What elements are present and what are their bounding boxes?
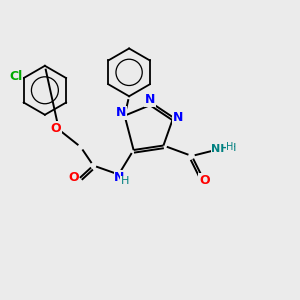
Text: O: O	[198, 173, 209, 186]
Text: O: O	[68, 171, 79, 184]
Text: NH: NH	[211, 144, 230, 154]
Text: O: O	[51, 122, 61, 135]
Text: H: H	[121, 176, 129, 186]
Text: N: N	[172, 111, 183, 124]
Text: N: N	[114, 171, 125, 184]
Text: H: H	[228, 142, 236, 153]
Text: NH: NH	[212, 144, 230, 154]
Text: Cl: Cl	[10, 70, 23, 83]
Text: N: N	[145, 93, 155, 106]
Text: N: N	[116, 106, 126, 119]
Text: H: H	[226, 142, 234, 152]
Text: O: O	[199, 174, 210, 187]
